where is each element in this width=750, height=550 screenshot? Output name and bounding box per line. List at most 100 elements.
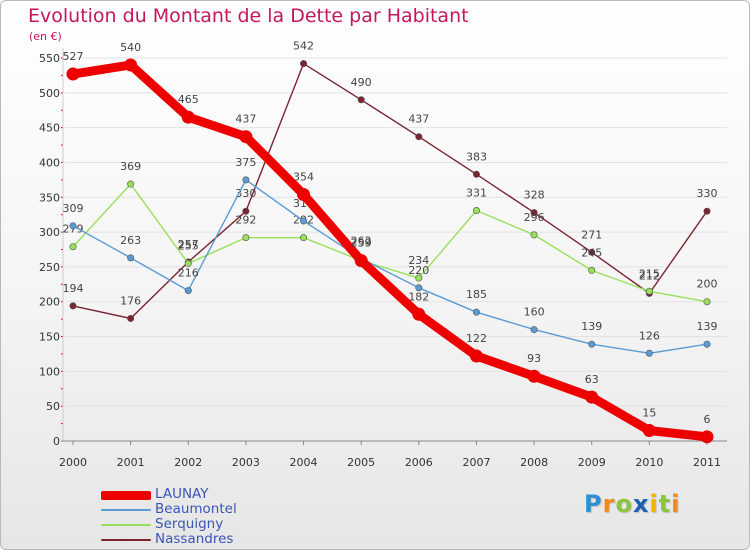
data-label: 234 <box>408 254 429 267</box>
data-point <box>472 170 480 178</box>
data-label: 257 <box>178 238 199 251</box>
y-tick-label: 0 <box>53 435 60 448</box>
proxiti-logo: Proxiti <box>584 490 680 518</box>
data-label: 383 <box>466 150 487 163</box>
y-tick-label: 200 <box>39 296 60 309</box>
data-point <box>242 176 250 184</box>
data-point <box>127 180 135 188</box>
data-label: 160 <box>524 306 545 319</box>
data-label: 182 <box>408 290 429 303</box>
data-point <box>527 369 541 383</box>
legend-swatch <box>101 509 151 511</box>
chart-legend: LAUNAY Beaumontel Serquigny Nassandres <box>101 486 301 547</box>
data-point <box>530 326 538 334</box>
data-point <box>415 133 423 141</box>
data-label: 176 <box>120 294 141 307</box>
data-point <box>585 390 599 404</box>
y-tick-label: 150 <box>39 331 60 344</box>
data-label: 330 <box>697 187 718 200</box>
data-point <box>703 340 711 348</box>
data-label: 262 <box>351 235 372 248</box>
y-tick-label: 100 <box>39 365 60 378</box>
data-label: 296 <box>524 211 545 224</box>
data-point <box>588 248 596 256</box>
data-label: 122 <box>466 332 487 345</box>
data-point <box>184 259 192 267</box>
data-point <box>588 266 596 274</box>
legend-item-beaumontel: Beaumontel <box>101 501 301 517</box>
logo-letter: i <box>671 490 681 518</box>
x-tick-label: 2002 <box>174 456 202 469</box>
data-label: 216 <box>178 267 199 280</box>
data-point <box>184 287 192 295</box>
series-line <box>72 179 708 354</box>
data-point <box>703 207 711 215</box>
logo-letter: x <box>632 490 650 518</box>
data-point <box>297 187 311 201</box>
legend-label: Nassandres <box>155 531 234 547</box>
y-tick-label: 550 <box>39 52 60 65</box>
logo-letter: i <box>649 490 659 518</box>
legend-swatch <box>101 524 151 526</box>
data-label: 375 <box>235 156 256 169</box>
legend-swatch <box>101 539 151 541</box>
logo-letter: o <box>615 490 633 518</box>
data-label: 331 <box>466 187 487 200</box>
legend-label: Beaumontel <box>155 501 237 517</box>
data-label: 292 <box>235 214 256 227</box>
x-tick-label: 2006 <box>405 456 433 469</box>
series-serquigny: 279369255292292259234331296245215200 <box>63 160 718 306</box>
chart-unit: (en €) <box>29 30 62 43</box>
data-point <box>127 314 135 322</box>
data-label: 263 <box>120 234 141 247</box>
data-point <box>415 284 423 292</box>
y-tick-label: 400 <box>39 156 60 169</box>
data-point <box>300 60 308 68</box>
data-point <box>415 274 423 282</box>
series-line <box>72 62 708 320</box>
series-line <box>72 183 708 303</box>
x-tick-label: 2004 <box>290 456 318 469</box>
data-label: 215 <box>639 267 660 280</box>
data-point <box>700 430 714 444</box>
data-point <box>530 209 538 217</box>
legend-label: LAUNAY <box>155 486 209 502</box>
data-point <box>124 58 138 72</box>
data-label: 6 <box>704 413 711 426</box>
data-point <box>127 254 135 262</box>
data-label: 369 <box>120 160 141 173</box>
x-tick-label: 2009 <box>578 456 606 469</box>
series-line <box>68 60 712 442</box>
x-tick-label: 2000 <box>59 456 87 469</box>
data-label: 328 <box>524 189 545 202</box>
data-label: 540 <box>120 41 141 54</box>
data-label: 245 <box>581 246 602 259</box>
data-label: 139 <box>581 320 602 333</box>
data-label: 255 <box>178 239 199 252</box>
data-label: 259 <box>351 237 372 250</box>
y-tick-label: 300 <box>39 226 60 239</box>
data-label: 354 <box>293 170 314 183</box>
legend-item-nassandres: Nassandres <box>101 531 301 547</box>
data-label: 465 <box>178 93 199 106</box>
legend-label: Serquigny <box>155 516 224 532</box>
data-label: 212 <box>639 269 660 282</box>
data-label: 126 <box>639 329 660 342</box>
logo-letter: t <box>658 490 672 518</box>
y-tick-label: 350 <box>39 191 60 204</box>
x-tick-label: 2010 <box>635 456 663 469</box>
data-label: 527 <box>63 50 84 63</box>
data-point <box>242 207 250 215</box>
data-label: 542 <box>293 40 314 53</box>
x-tick-label: 2005 <box>347 456 375 469</box>
data-point <box>239 130 253 144</box>
data-label: 93 <box>527 352 541 365</box>
data-point <box>181 110 195 124</box>
logo-letter: P <box>584 490 603 518</box>
data-label: 15 <box>642 407 656 420</box>
data-point <box>645 349 653 357</box>
data-label: 200 <box>697 278 718 291</box>
data-label: 271 <box>581 228 602 241</box>
y-tick-label: 450 <box>39 122 60 135</box>
x-tick-label: 2003 <box>232 456 260 469</box>
